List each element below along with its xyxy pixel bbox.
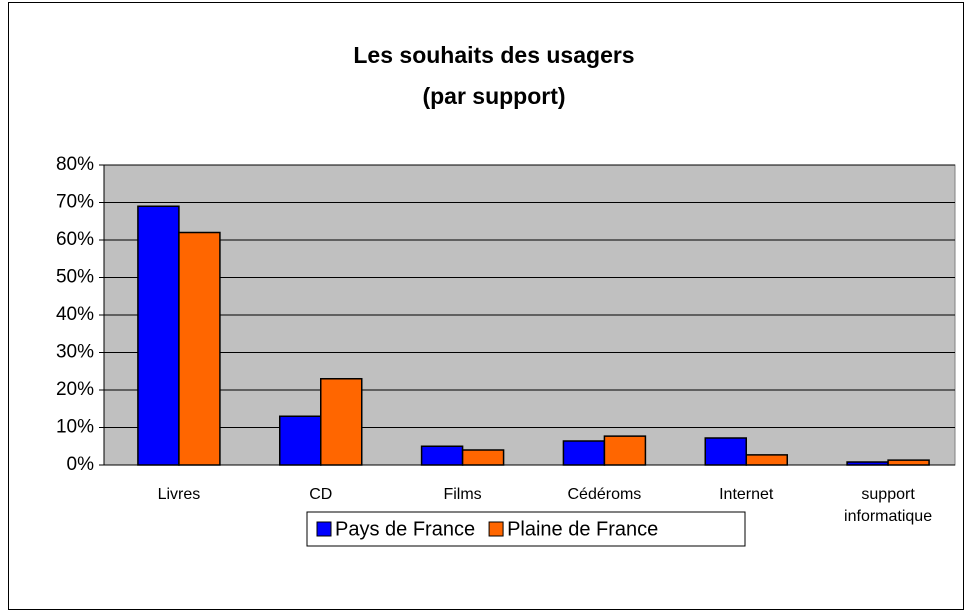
y-tick-label: 10%: [56, 417, 94, 438]
x-tick-label: support informatique: [844, 486, 933, 525]
x-tick-label: CD: [309, 486, 333, 503]
y-tick-label: 50%: [56, 267, 94, 288]
x-tick-label: Cédéroms: [567, 486, 642, 503]
legend-label: Plaine de France: [507, 518, 658, 540]
bar: [704, 437, 747, 466]
bar: [279, 415, 322, 466]
y-tick-label: 20%: [56, 379, 94, 400]
x-tick-label: Internet: [719, 486, 774, 503]
bar: [745, 454, 788, 466]
chart-subtitle: (par support): [422, 83, 565, 109]
legend-swatch: [316, 521, 332, 537]
bar: [562, 440, 606, 466]
y-tick-label: 70%: [56, 192, 94, 213]
legend-box: [306, 511, 746, 547]
bar: [320, 378, 363, 466]
legend-label: Pays de France: [335, 518, 475, 540]
bar: [603, 435, 647, 466]
bar: [178, 231, 221, 466]
bar: [461, 449, 505, 466]
y-tick-label: 80%: [56, 154, 94, 175]
x-tick-label: Films: [443, 486, 482, 503]
chart-title: Les souhaits des usagers: [353, 42, 634, 68]
bar: [420, 445, 464, 466]
bar: [887, 459, 930, 466]
bar: [137, 205, 180, 466]
y-tick-label: 40%: [56, 304, 94, 325]
legend-swatch: [488, 521, 504, 537]
y-tick-label: 60%: [56, 229, 94, 250]
y-tick-label: 0%: [67, 454, 95, 475]
bar: [846, 461, 889, 466]
y-tick-label: 30%: [56, 342, 94, 363]
x-tick-label: Livres: [157, 486, 201, 503]
